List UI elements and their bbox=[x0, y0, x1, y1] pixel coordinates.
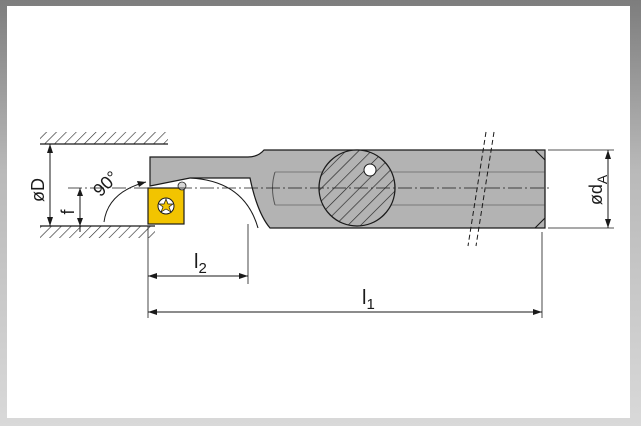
label-offset-f: f bbox=[58, 209, 78, 215]
dim-angle bbox=[103, 181, 147, 223]
dim-diameter-D bbox=[47, 144, 53, 226]
dim-length-l1 bbox=[148, 309, 542, 315]
label-diameter-dA: ødA bbox=[586, 174, 610, 205]
label-diameter-D: øD bbox=[28, 178, 48, 202]
dim-diameter-dA bbox=[548, 149, 614, 229]
label-length-l1: l1 bbox=[362, 287, 375, 313]
bore-wall-bottom bbox=[40, 225, 155, 238]
bore-wall-top bbox=[40, 132, 168, 145]
dim-length-l2 bbox=[148, 273, 248, 279]
dim-offset-f bbox=[70, 188, 92, 232]
break-mark bbox=[467, 131, 495, 247]
label-length-l2: l2 bbox=[194, 251, 207, 277]
